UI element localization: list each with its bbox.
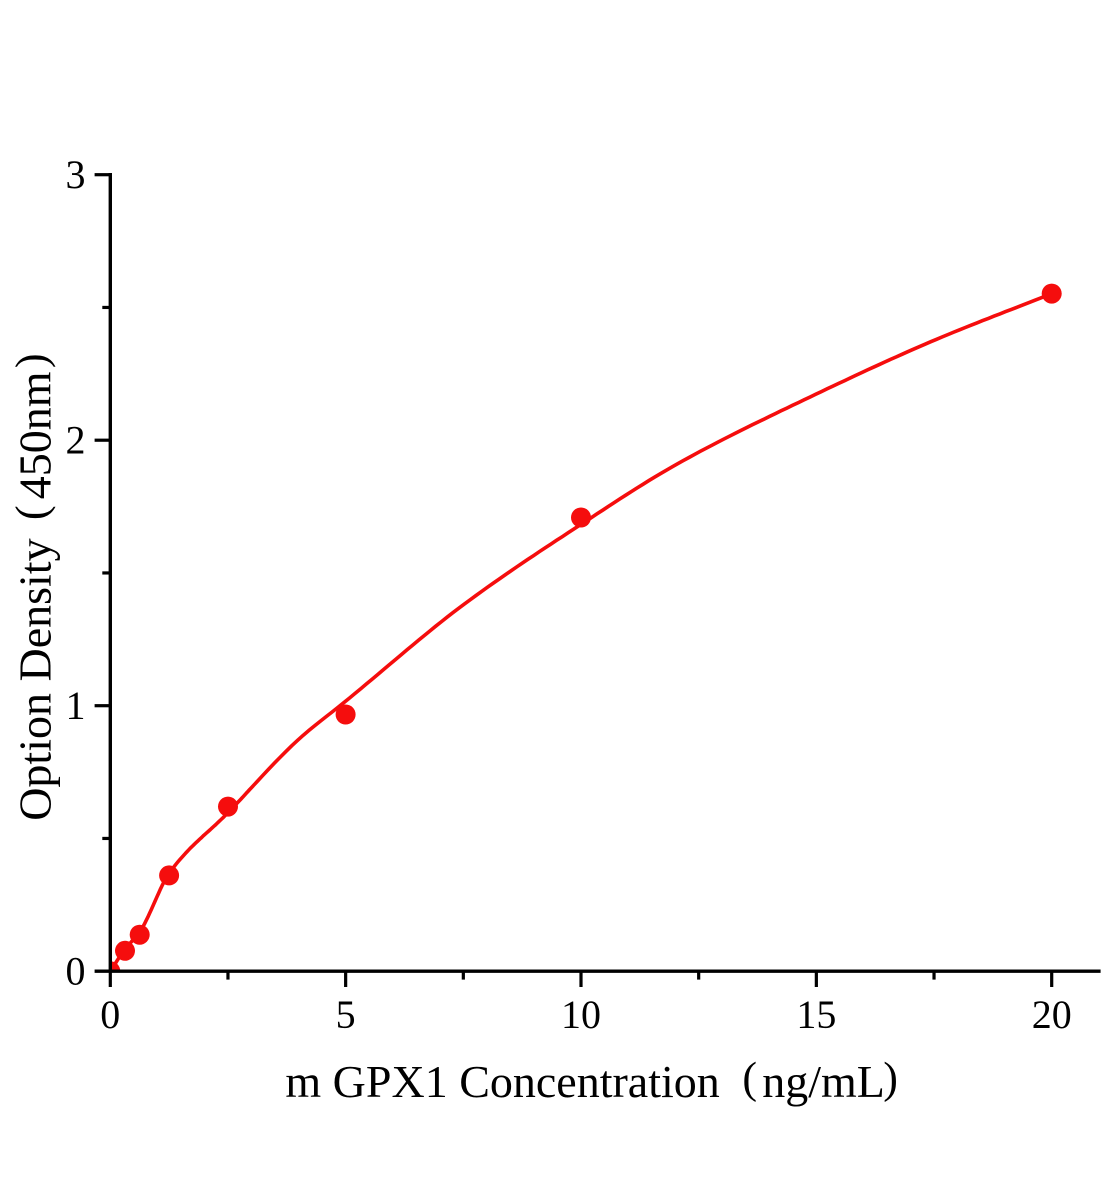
svg-text:10: 10 [561, 992, 601, 1037]
svg-text:5: 5 [336, 992, 356, 1037]
svg-text:(: ( [742, 1053, 757, 1102]
svg-text:ng/mL: ng/mL [762, 1056, 885, 1107]
svg-text:3: 3 [66, 152, 86, 197]
svg-text:): ) [883, 1053, 898, 1102]
svg-text:2: 2 [66, 418, 86, 463]
svg-text:20: 20 [1032, 992, 1072, 1037]
svg-text:1: 1 [66, 683, 86, 728]
svg-text:0: 0 [66, 949, 86, 994]
svg-text:m GPX1 Concentration: m GPX1 Concentration [285, 1056, 719, 1107]
svg-text:): ) [7, 353, 56, 368]
svg-text:Option Density: Option Density [10, 538, 61, 820]
svg-text:(: ( [7, 505, 56, 520]
svg-text:450nm: 450nm [10, 371, 61, 499]
svg-text:15: 15 [796, 992, 836, 1037]
svg-text:0: 0 [100, 992, 120, 1037]
